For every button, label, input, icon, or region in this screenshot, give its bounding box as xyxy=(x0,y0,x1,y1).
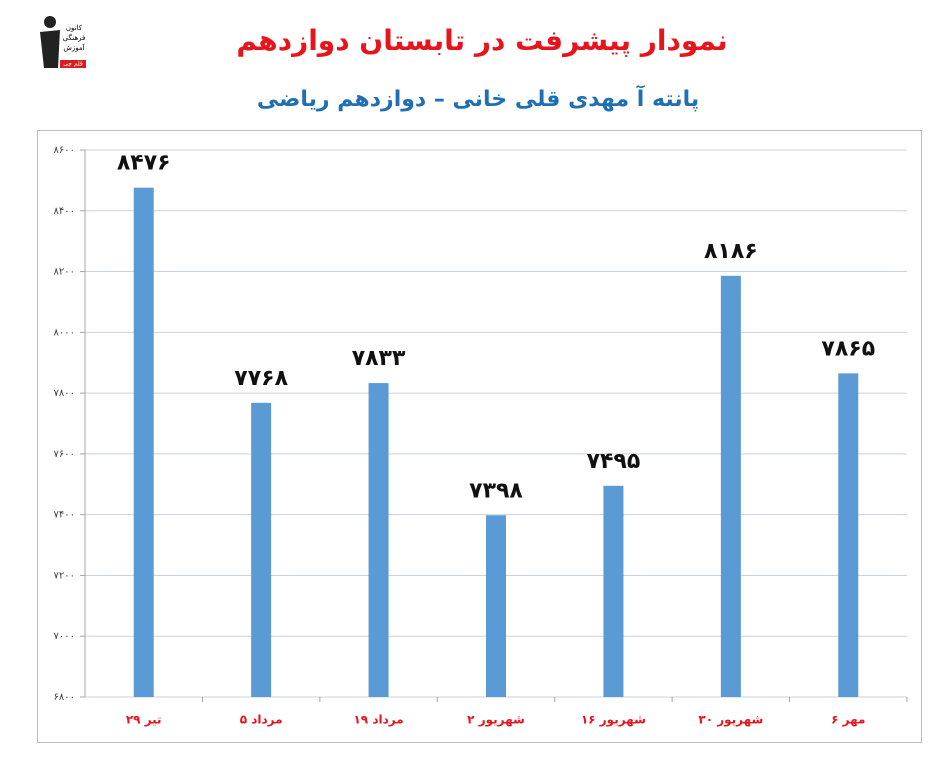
y-tick-label: ۷۶۰۰ xyxy=(54,449,75,460)
value-label: ۷۸۳۳ xyxy=(352,346,406,371)
logo: کانون فرهنگی آموزش قلم چی xyxy=(38,12,90,70)
bar xyxy=(251,402,272,697)
x-tick-label: ۲ شهریور xyxy=(467,713,525,728)
value-label: ۷۷۶۸ xyxy=(234,366,288,391)
value-label: ۷۳۹۸ xyxy=(469,478,523,503)
chart-frame xyxy=(37,130,922,743)
y-tick-label: ۸۰۰۰ xyxy=(54,327,75,338)
logo-text: قلم چی xyxy=(63,61,83,68)
y-tick-label: ۶۸۰۰ xyxy=(54,692,75,703)
x-tick-label: ۳۰ شهریور xyxy=(698,713,763,728)
y-tick-label: ۷۲۰۰ xyxy=(54,570,75,581)
value-label: ۷۴۹۵ xyxy=(587,449,641,474)
y-tick-label: ۷۰۰۰ xyxy=(54,631,75,642)
bar xyxy=(133,187,154,697)
bar xyxy=(603,485,624,697)
logo-text: آموزش xyxy=(63,43,85,52)
y-tick-label: ۸۲۰۰ xyxy=(54,267,75,278)
logo-text: کانون xyxy=(66,24,83,32)
x-tick-label: ۱۶ شهریور xyxy=(581,713,646,728)
bar xyxy=(838,373,859,697)
bar xyxy=(720,275,741,697)
value-label: ۷۸۶۵ xyxy=(821,336,875,361)
y-tick-label: ۸۶۰۰ xyxy=(54,145,75,156)
x-tick-label: ۵ مرداد xyxy=(240,713,283,727)
x-tick-label: ۲۹ تیر xyxy=(126,713,162,727)
logo-figure xyxy=(40,30,60,68)
bar xyxy=(368,383,389,697)
logo-head xyxy=(44,16,56,28)
value-label: ۸۱۸۶ xyxy=(704,239,758,264)
y-tick-label: ۸۴۰۰ xyxy=(54,206,75,217)
bar xyxy=(486,515,506,697)
logo-badge xyxy=(60,60,86,68)
y-tick-label: ۷۸۰۰ xyxy=(54,388,75,399)
value-label: ۸۴۷۶ xyxy=(117,151,171,176)
y-tick-label: ۷۴۰۰ xyxy=(54,510,75,521)
logo-text: فرهنگی xyxy=(63,33,86,42)
x-tick-label: ۱۹ مرداد xyxy=(353,713,403,727)
chart-subtitle: پانته آ مهدی قلی خانی – دوازدهم ریاضی xyxy=(257,84,699,112)
chart-title: نمودار پیشرفت در تابستان دوازدهم xyxy=(236,24,727,57)
x-tick-label: ۶ مهر xyxy=(831,713,865,727)
